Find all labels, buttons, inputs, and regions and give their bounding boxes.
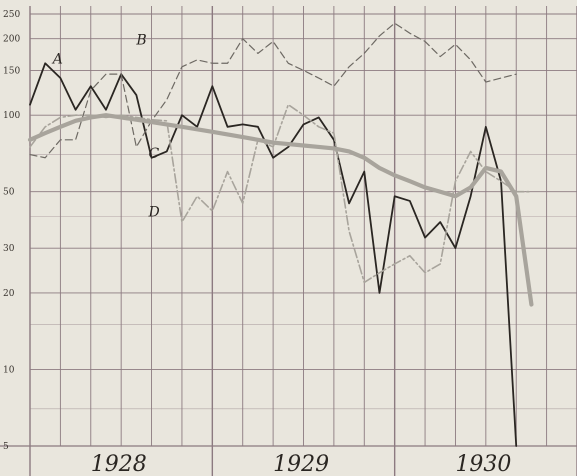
series-label-b: B: [135, 32, 146, 48]
series-c-line: [27, 113, 534, 307]
series-labels: A B C D: [51, 32, 160, 220]
y-tick-label: 100: [3, 111, 20, 121]
y-tick-label: 30: [3, 244, 15, 254]
series-label-d: D: [148, 204, 160, 220]
series-d-line: [29, 103, 533, 284]
y-tick-label: 150: [3, 66, 20, 76]
y-tick-label: 10: [3, 365, 15, 375]
series-label-c: C: [149, 146, 160, 162]
x-axis-years: 1928 1929 1930: [91, 452, 512, 476]
y-tick-label: 20: [3, 289, 15, 299]
x-tick-label-year: 1929: [273, 452, 329, 476]
series-b-line: [29, 22, 517, 159]
x-tick-label-year: 1930: [455, 452, 511, 476]
y-tick-label: 5: [3, 442, 9, 452]
x-tick-label-year: 1928: [91, 452, 147, 476]
grid: [0, 6, 577, 476]
series-label-a: A: [51, 51, 63, 67]
y-axis-ticks: 250 200 150 100 50 30 20 10 5: [3, 10, 20, 452]
y-tick-label: 50: [3, 188, 15, 198]
y-tick-label: 200: [3, 35, 20, 45]
y-tick-label: 250: [3, 10, 20, 20]
series-a-line: [29, 62, 518, 447]
data-lines: [27, 22, 534, 447]
